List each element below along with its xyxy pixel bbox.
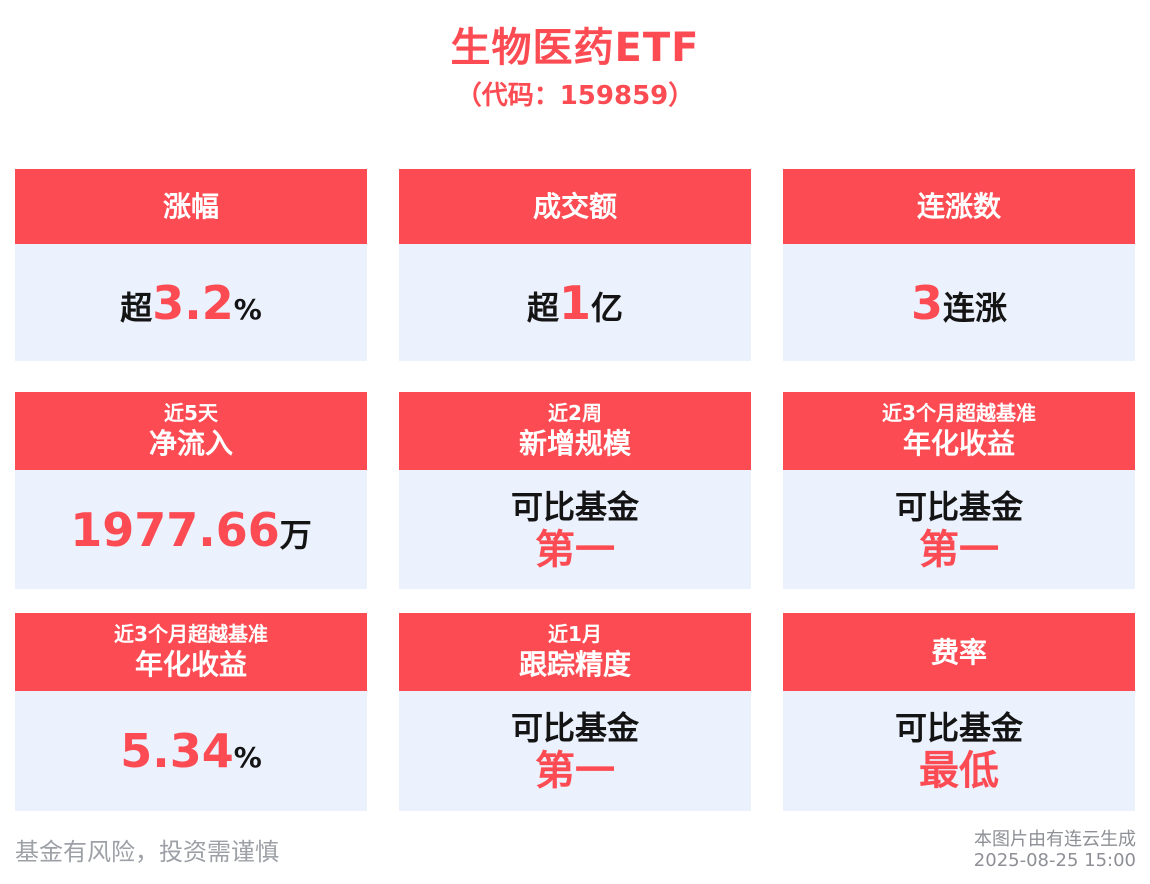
value-unit: 万 <box>279 515 312 554</box>
card-tracking-precision-header: 近1月 跟踪精度 <box>399 613 751 691</box>
value-unit: 连涨 <box>943 288 1008 327</box>
rank-lines: 可比基金 第一 <box>511 708 639 794</box>
card-header-period: 近3个月超越基准 <box>882 401 1036 425</box>
rank-scope: 可比基金 <box>510 709 639 747</box>
card-new-scale: 近2周 新增规模 可比基金 第一 <box>399 392 751 589</box>
card-annualized-return-header: 近3个月超越基准 年化收益 <box>15 613 367 691</box>
rank-lines: 可比基金 第一 <box>895 487 1023 573</box>
value-prefix: 超 <box>120 288 153 327</box>
value-row: 3 连涨 <box>911 276 1007 330</box>
card-consecutive-gains-header: 连涨数 <box>783 169 1135 244</box>
rank-lines: 可比基金 最低 <box>895 708 1023 794</box>
rank-value: 第一 <box>534 748 615 794</box>
grid-row-3: 近3个月超越基准 年化收益 5.34 % 近1月 跟踪精度 可比基金 第一 <box>15 613 1135 811</box>
card-change-pct-header: 涨幅 <box>15 169 367 244</box>
card-benchmark-annualized-return-body: 可比基金 第一 <box>783 470 1135 589</box>
fund-code-subtitle: （代码：159859） <box>455 81 695 111</box>
card-benchmark-annualized-return-header: 近3个月超越基准 年化收益 <box>783 392 1135 470</box>
card-annualized-return: 近3个月超越基准 年化收益 5.34 % <box>15 613 367 811</box>
card-net-inflow-header: 近5天 净流入 <box>15 392 367 470</box>
value-row: 超 1 亿 <box>527 276 623 330</box>
card-header-period: 近3个月超越基准 <box>114 622 268 646</box>
card-tracking-precision: 近1月 跟踪精度 可比基金 第一 <box>399 613 751 811</box>
card-turnover: 成交额 超 1 亿 <box>399 169 751 361</box>
card-header-title: 成交额 <box>532 190 617 223</box>
value-row: 超 3.2 % <box>120 276 262 330</box>
value-unit: % <box>233 741 262 774</box>
card-turnover-body: 超 1 亿 <box>399 244 751 361</box>
value-number: 5.34 <box>120 724 234 778</box>
card-header-title: 年化收益 <box>134 648 247 681</box>
value-number: 3 <box>910 275 943 330</box>
stats-grid: 涨幅 超 3.2 % 成交额 超 1 亿 <box>15 169 1135 811</box>
rank-scope: 可比基金 <box>510 487 639 526</box>
card-new-scale-header: 近2周 新增规模 <box>399 392 751 470</box>
card-header-period: 近5天 <box>164 401 218 425</box>
value-number: 1977.66 <box>70 502 280 557</box>
card-header-title: 连涨数 <box>916 190 1001 223</box>
card-annualized-return-body: 5.34 % <box>15 691 367 811</box>
page-title: 生物医药ETF <box>450 25 700 71</box>
source-text: 本图片由有连云生成 <box>974 829 1136 850</box>
rank-value: 第一 <box>534 526 615 573</box>
rank-lines: 可比基金 第一 <box>511 487 639 573</box>
card-change-pct-body: 超 3.2 % <box>15 244 367 361</box>
card-header-title: 跟踪精度 <box>518 648 631 681</box>
card-new-scale-body: 可比基金 第一 <box>399 470 751 589</box>
card-tracking-precision-body: 可比基金 第一 <box>399 691 751 811</box>
card-fee-rate: 费率 可比基金 最低 <box>783 613 1135 811</box>
value-row: 5.34 % <box>120 724 262 778</box>
value-number: 3.2 <box>152 275 234 330</box>
value-unit: % <box>233 292 262 326</box>
value-unit: 亿 <box>591 288 624 327</box>
card-header-title: 费率 <box>930 635 987 669</box>
source-timestamp: 2025-08-25 15:00 <box>973 850 1136 871</box>
card-header-title: 净流入 <box>148 427 233 460</box>
rank-value: 第一 <box>918 526 999 573</box>
rank-scope: 可比基金 <box>894 487 1023 526</box>
card-net-inflow-body: 1977.66 万 <box>15 470 367 589</box>
card-header-title: 涨幅 <box>162 190 219 223</box>
grid-row-1: 涨幅 超 3.2 % 成交额 超 1 亿 <box>15 169 1135 361</box>
card-turnover-header: 成交额 <box>399 169 751 244</box>
source-attribution: 本图片由有连云生成 2025-08-25 15:00 <box>974 829 1136 871</box>
card-header-title: 年化收益 <box>902 427 1015 460</box>
card-change-pct: 涨幅 超 3.2 % <box>15 169 367 361</box>
risk-disclaimer: 基金有风险，投资需谨慎 <box>15 838 279 866</box>
value-row: 1977.66 万 <box>70 503 312 557</box>
card-header-period: 近1月 <box>548 622 602 646</box>
card-consecutive-gains-body: 3 连涨 <box>783 244 1135 361</box>
grid-row-2: 近5天 净流入 1977.66 万 近2周 新增规模 可比基金 第一 <box>15 392 1135 589</box>
card-fee-rate-body: 可比基金 最低 <box>783 691 1135 811</box>
value-number: 1 <box>558 275 591 330</box>
rank-scope: 可比基金 <box>894 709 1023 747</box>
card-net-inflow: 近5天 净流入 1977.66 万 <box>15 392 367 589</box>
card-consecutive-gains: 连涨数 3 连涨 <box>783 169 1135 361</box>
value-prefix: 超 <box>526 288 559 327</box>
card-benchmark-annualized-return: 近3个月超越基准 年化收益 可比基金 第一 <box>783 392 1135 589</box>
card-header-title: 新增规模 <box>518 427 631 460</box>
card-header-period: 近2周 <box>548 401 602 425</box>
card-fee-rate-header: 费率 <box>783 613 1135 691</box>
rank-value: 最低 <box>918 748 999 794</box>
